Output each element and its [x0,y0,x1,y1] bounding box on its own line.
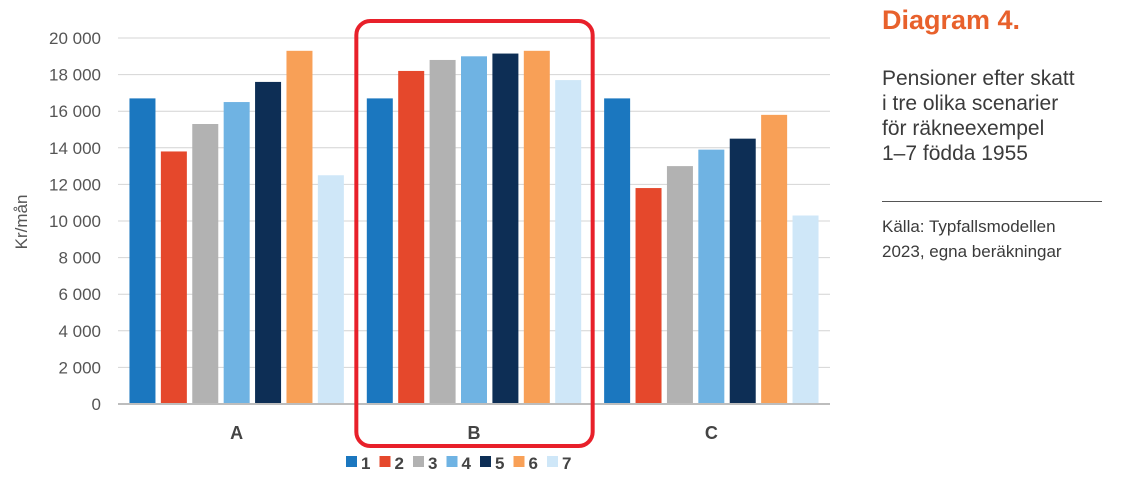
y-tick-label: 8 000 [58,249,101,268]
bar-C-4 [698,149,725,404]
legend-label: 5 [495,454,504,473]
legend-label: 2 [395,454,404,473]
subtitle-line: Pensioner efter skatt [882,67,1075,90]
legend: 1 2 3 4 5 6 7 [346,454,571,473]
legend-swatch [513,456,525,467]
y-tick-label: 4 000 [58,322,101,341]
bar-B-4 [461,56,487,405]
legend-label: 7 [562,454,571,473]
bar-A-6 [286,50,313,405]
bar-chart: 0 2 000 4 000 6 000 8 000 10 000 12 000 14 000 1… [12,19,830,473]
bar-B-2 [398,70,425,404]
y-tick-label: 10 000 [49,212,101,231]
bar-C-2 [635,188,662,404]
source-line: Källa: Typfallsmodellen [882,217,1056,236]
x-tick-label: C [705,423,718,443]
bars [129,50,819,405]
bar-C-7 [792,215,819,404]
bar-B-5 [492,53,519,405]
highlight-frame [354,19,595,448]
y-tick-label: 2 000 [58,358,101,377]
y-tick-label: 14 000 [49,139,101,158]
legend-swatch [379,456,391,467]
legend-swatch [480,456,491,467]
y-tick-label: 0 [92,395,101,414]
diagram-title: Diagram 4. [882,5,1021,35]
bar-A-5 [255,81,282,405]
y-tick-label: 12 000 [49,175,101,194]
legend-swatch [413,456,424,467]
bar-B-3 [429,59,456,405]
x-tick-label: A [230,423,243,443]
divider [882,201,1102,202]
subtitle-line: för räkneexempel [882,117,1045,140]
bar-A-1 [129,98,156,404]
bar-A-7 [317,175,344,404]
bar-C-1 [604,98,631,404]
legend-label: 1 [361,454,370,473]
bar-A-2 [160,151,187,404]
source-note: Källa: Typfallsmodellen 2023, egna beräk… [882,214,1062,264]
bar-B-6 [523,50,550,405]
bar-C-6 [761,114,788,405]
bar-B-7 [555,80,582,404]
legend-swatch [446,456,458,467]
y-tick-label: 18 000 [49,66,101,85]
y-axis-label: Kr/mån [12,195,31,250]
legend-swatch [346,456,357,467]
legend-label: 6 [529,454,538,473]
bar-B-1 [366,98,393,404]
subtitle-line: i tre olika scenarier [882,92,1059,115]
x-tick-labels: A B C [230,423,718,443]
source-line: 2023, egna beräkningar [882,242,1062,261]
y-tick-label: 16 000 [49,102,101,121]
bar-C-3 [666,166,693,404]
x-tick-label: B [468,423,481,443]
legend-label: 3 [428,454,437,473]
diagram-subtitle: Pensioner efter skatt i tre olika scenar… [882,66,1075,166]
legend-label: 4 [462,454,472,473]
subtitle-line: 1–7 födda 1955 [882,142,1028,165]
bar-C-5 [729,138,756,404]
bar-A-3 [192,124,219,404]
bar-A-4 [223,102,250,405]
y-tick-labels: 0 2 000 4 000 6 000 8 000 10 000 12 000 14 000 1… [49,29,101,414]
y-tick-label: 6 000 [58,285,101,304]
y-tick-label: 20 000 [49,29,101,48]
legend-swatch [547,456,558,467]
